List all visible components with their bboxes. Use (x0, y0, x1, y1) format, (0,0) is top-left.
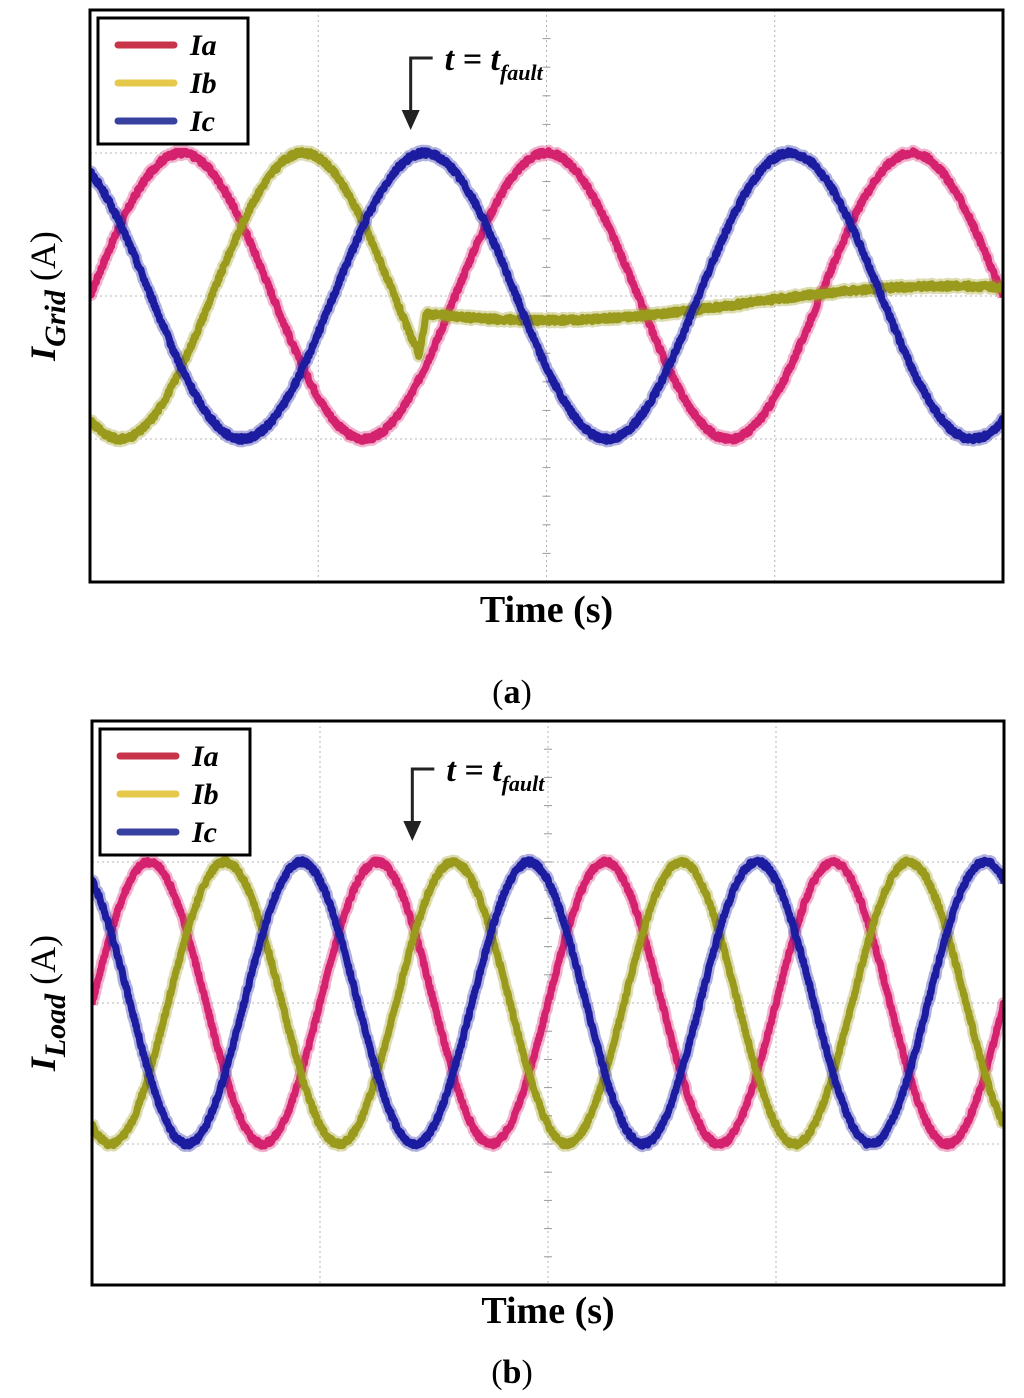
y-axis-title-main: I (23, 345, 63, 362)
fault-label-main: t = t (446, 752, 503, 789)
panel-caption: (a) (492, 674, 532, 711)
traces (90, 144, 1003, 448)
fault-label: t = tfault (445, 41, 544, 85)
chart-panel-a: Ia Ib Ic t = tfault Time (s) IGrid (A) (a) (23, 8, 1005, 711)
legend: Ia Ib Ic (98, 727, 252, 857)
series-Ib-line (90, 147, 1003, 445)
fault-label-sub: fault (502, 771, 546, 796)
fault-arrow (410, 767, 435, 829)
legend-label-Ic: Ic (191, 816, 217, 849)
y-axis-title-sub: Grid (39, 289, 72, 347)
y-axis-title-main: I (23, 1055, 63, 1072)
legend-label-Ia: Ia (189, 29, 217, 62)
traces (92, 853, 1004, 1153)
fault-label: t = tfault (446, 752, 545, 796)
series-Ib-line (92, 856, 1004, 1150)
fault-arrow-head (403, 821, 422, 841)
fault-annotation: t = tfault (403, 752, 545, 841)
fault-annotation: t = tfault (401, 41, 544, 130)
y-axis-title: IGrid (A) (23, 231, 72, 362)
legend: Ia Ib Ic (96, 16, 250, 146)
x-axis-title: Time (s) (481, 1290, 614, 1332)
legend-label-Ib: Ib (189, 67, 217, 100)
plot-frame (90, 719, 1006, 1287)
fault-arrow-head (401, 110, 420, 130)
fault-arrow (409, 56, 433, 118)
y-axis-title-unit: (A) (23, 231, 63, 290)
fault-label-sub: fault (500, 60, 544, 85)
y-axis-title: ILoad (A) (23, 935, 72, 1072)
series-Ia-line (92, 856, 1004, 1150)
x-axis-title: Time (s) (480, 589, 613, 631)
legend-label-Ia: Ia (191, 740, 219, 773)
y-axis-title-unit: (A) (23, 935, 63, 994)
legend-label-Ic: Ic (189, 105, 215, 138)
fault-label-main: t = t (445, 41, 502, 78)
legend-label-Ib: Ib (191, 778, 219, 811)
series-Ic-line (90, 147, 1003, 445)
panel-caption: (b) (491, 1354, 533, 1391)
plot-frame (88, 8, 1005, 584)
y-axis-title-sub: Load (39, 993, 72, 1058)
panel-caption-letter: a (504, 674, 521, 711)
series-Ic-line (92, 856, 1004, 1150)
panel-caption-letter: b (503, 1354, 522, 1391)
chart-panel-b: Ia Ib Ic t = tfault Time (s) ILoad (A) (b) (23, 719, 1006, 1391)
